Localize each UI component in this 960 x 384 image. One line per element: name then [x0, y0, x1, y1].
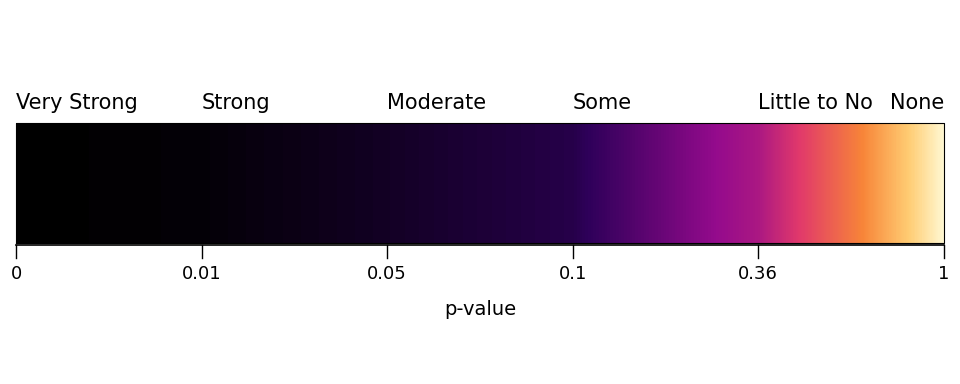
Text: 1: 1 [938, 265, 949, 283]
Text: Little to No: Little to No [758, 93, 874, 113]
Text: Some: Some [573, 93, 632, 113]
Text: p-value: p-value [444, 300, 516, 319]
Text: Strong: Strong [202, 93, 271, 113]
Text: 0.1: 0.1 [559, 265, 587, 283]
Text: 0.36: 0.36 [738, 265, 779, 283]
Text: None: None [890, 93, 944, 113]
Text: 0: 0 [11, 265, 22, 283]
Text: 0.05: 0.05 [368, 265, 407, 283]
Text: 0.01: 0.01 [181, 265, 222, 283]
Text: Moderate: Moderate [387, 93, 487, 113]
Text: Very Strong: Very Strong [16, 93, 138, 113]
